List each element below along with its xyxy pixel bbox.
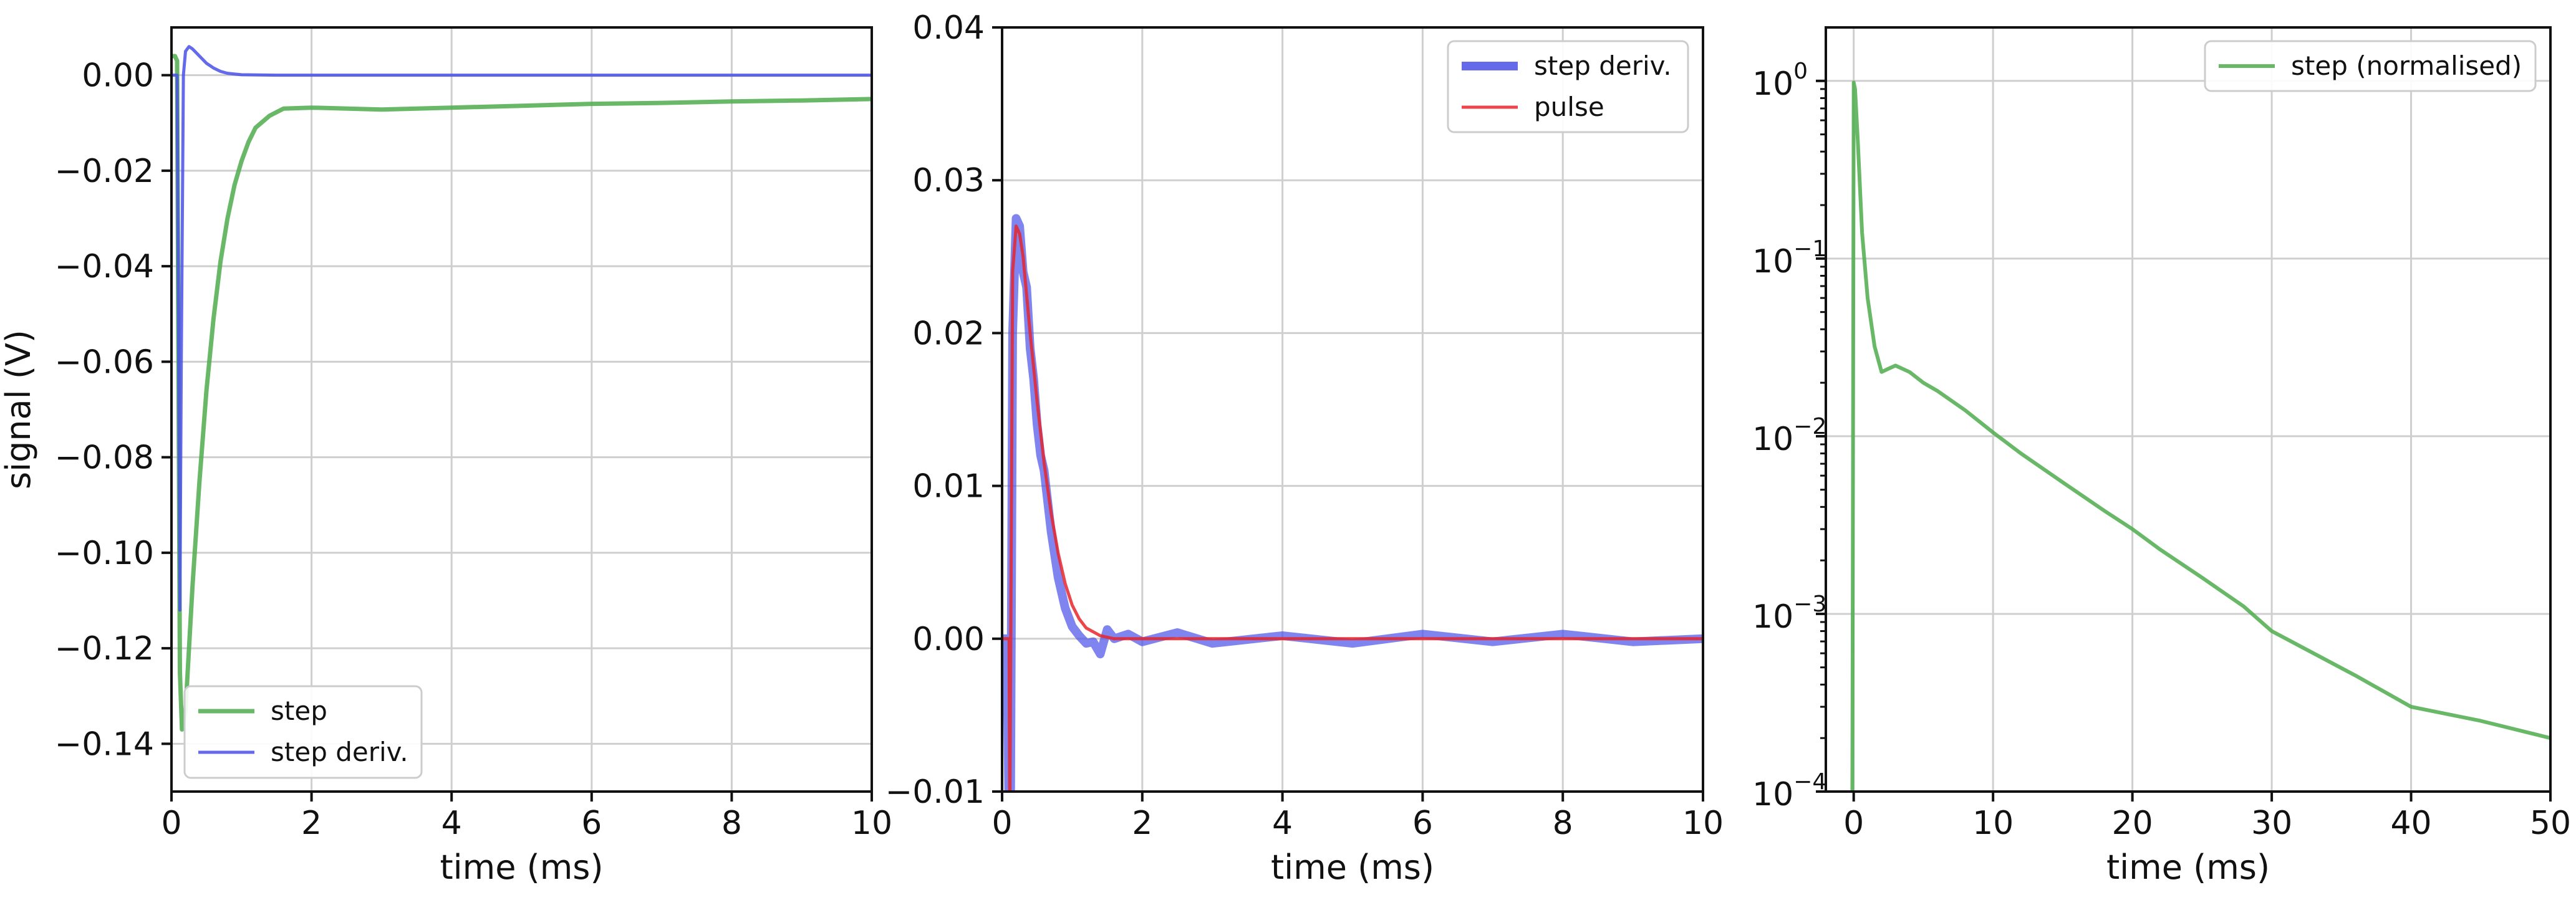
x-tick-label: 10 xyxy=(851,805,892,842)
x-tick-label: 10 xyxy=(1682,805,1724,842)
y-tick-label: 0.03 xyxy=(912,162,985,199)
axes-frame xyxy=(1001,26,1704,793)
y-tick-label: 0.00 xyxy=(82,57,154,95)
y-tick-label: −0.06 xyxy=(55,343,154,381)
series-line-pulse xyxy=(1002,224,1703,792)
legend: step deriv. pulse xyxy=(1447,40,1689,133)
x-tick-label: 8 xyxy=(721,805,742,842)
series-line-step xyxy=(171,54,872,732)
x-tick-label: 20 xyxy=(2112,805,2153,842)
series-line-step-normalised xyxy=(1850,80,2550,792)
legend-label: step deriv. xyxy=(271,737,408,767)
panel-step-derivative-vs-pulse: 0 2 4 6 8 10 −0.01 0.00 0.01 0.02 0.03 0.04 time (ms… xyxy=(885,9,1724,887)
legend: step step deriv. xyxy=(183,685,423,779)
legend-label: pulse xyxy=(1534,92,1604,122)
y-tick-label: 0.01 xyxy=(912,468,985,505)
x-tick-label: 2 xyxy=(301,805,322,842)
x-tick-label: 6 xyxy=(1412,805,1433,842)
legend-box xyxy=(2204,40,2537,92)
y-tick-label: −0.14 xyxy=(55,725,154,763)
x-axis-label: time (ms) xyxy=(2106,848,2270,887)
x-tick-label: 10 xyxy=(1972,805,2014,842)
y-tick-label: −0.04 xyxy=(55,248,154,285)
y-tick-label: 0.04 xyxy=(912,9,985,47)
y-axis-label: signal (V) xyxy=(0,330,38,489)
panel-step-response: 0 2 4 6 8 10 −0.14 −0.12 −0.10 −0.08 −0.06 −0.04 −0.… xyxy=(0,26,892,887)
y-tick-label: −0.08 xyxy=(55,439,154,477)
x-tick-label: 40 xyxy=(2390,805,2431,842)
y-tick-label: −0.12 xyxy=(55,630,154,668)
x-tick-label: 4 xyxy=(1272,805,1293,842)
x-tick-label: 0 xyxy=(161,805,181,842)
x-tick-label: 0 xyxy=(1843,805,1864,842)
axes-frame xyxy=(170,26,873,793)
x-tick-label: 8 xyxy=(1553,805,1573,842)
y-tick-label: 10−2 xyxy=(1752,414,1826,458)
y-tick-label: 0.02 xyxy=(912,315,985,352)
x-axis-label: time (ms) xyxy=(440,848,603,887)
legend-label: step xyxy=(271,696,327,726)
x-tick-label: 0 xyxy=(991,805,1012,842)
panel-normalised-step-log: 0 10 20 30 40 50 10−4 10−3 10−2 10−1 100 time (ms) s… xyxy=(1752,26,2571,887)
legend-label: step (normalised) xyxy=(2291,50,2522,81)
legend: step (normalised) xyxy=(2204,40,2537,92)
y-tick-label: −0.10 xyxy=(55,535,154,572)
y-tick-label: −0.02 xyxy=(55,153,154,190)
x-tick-label: 30 xyxy=(2251,805,2292,842)
y-tick-label: −0.01 xyxy=(885,773,985,811)
legend-label: step deriv. xyxy=(1534,50,1672,81)
y-tick-label: 10−3 xyxy=(1752,591,1826,636)
y-tick-label: 0.00 xyxy=(912,621,985,658)
x-tick-label: 50 xyxy=(2530,805,2571,842)
x-tick-label: 2 xyxy=(1132,805,1152,842)
y-tick-label: 10−4 xyxy=(1752,769,1826,813)
x-tick-label: 6 xyxy=(581,805,602,842)
x-tick-label: 4 xyxy=(441,805,462,842)
x-axis-label: time (ms) xyxy=(1271,848,1434,887)
y-tick-label: 100 xyxy=(1752,59,1808,103)
series-line-step-deriv xyxy=(1002,214,1703,792)
series-line-step-deriv xyxy=(171,45,872,612)
y-tick-label: 10−1 xyxy=(1752,236,1826,280)
axes-frame xyxy=(1825,26,2552,793)
